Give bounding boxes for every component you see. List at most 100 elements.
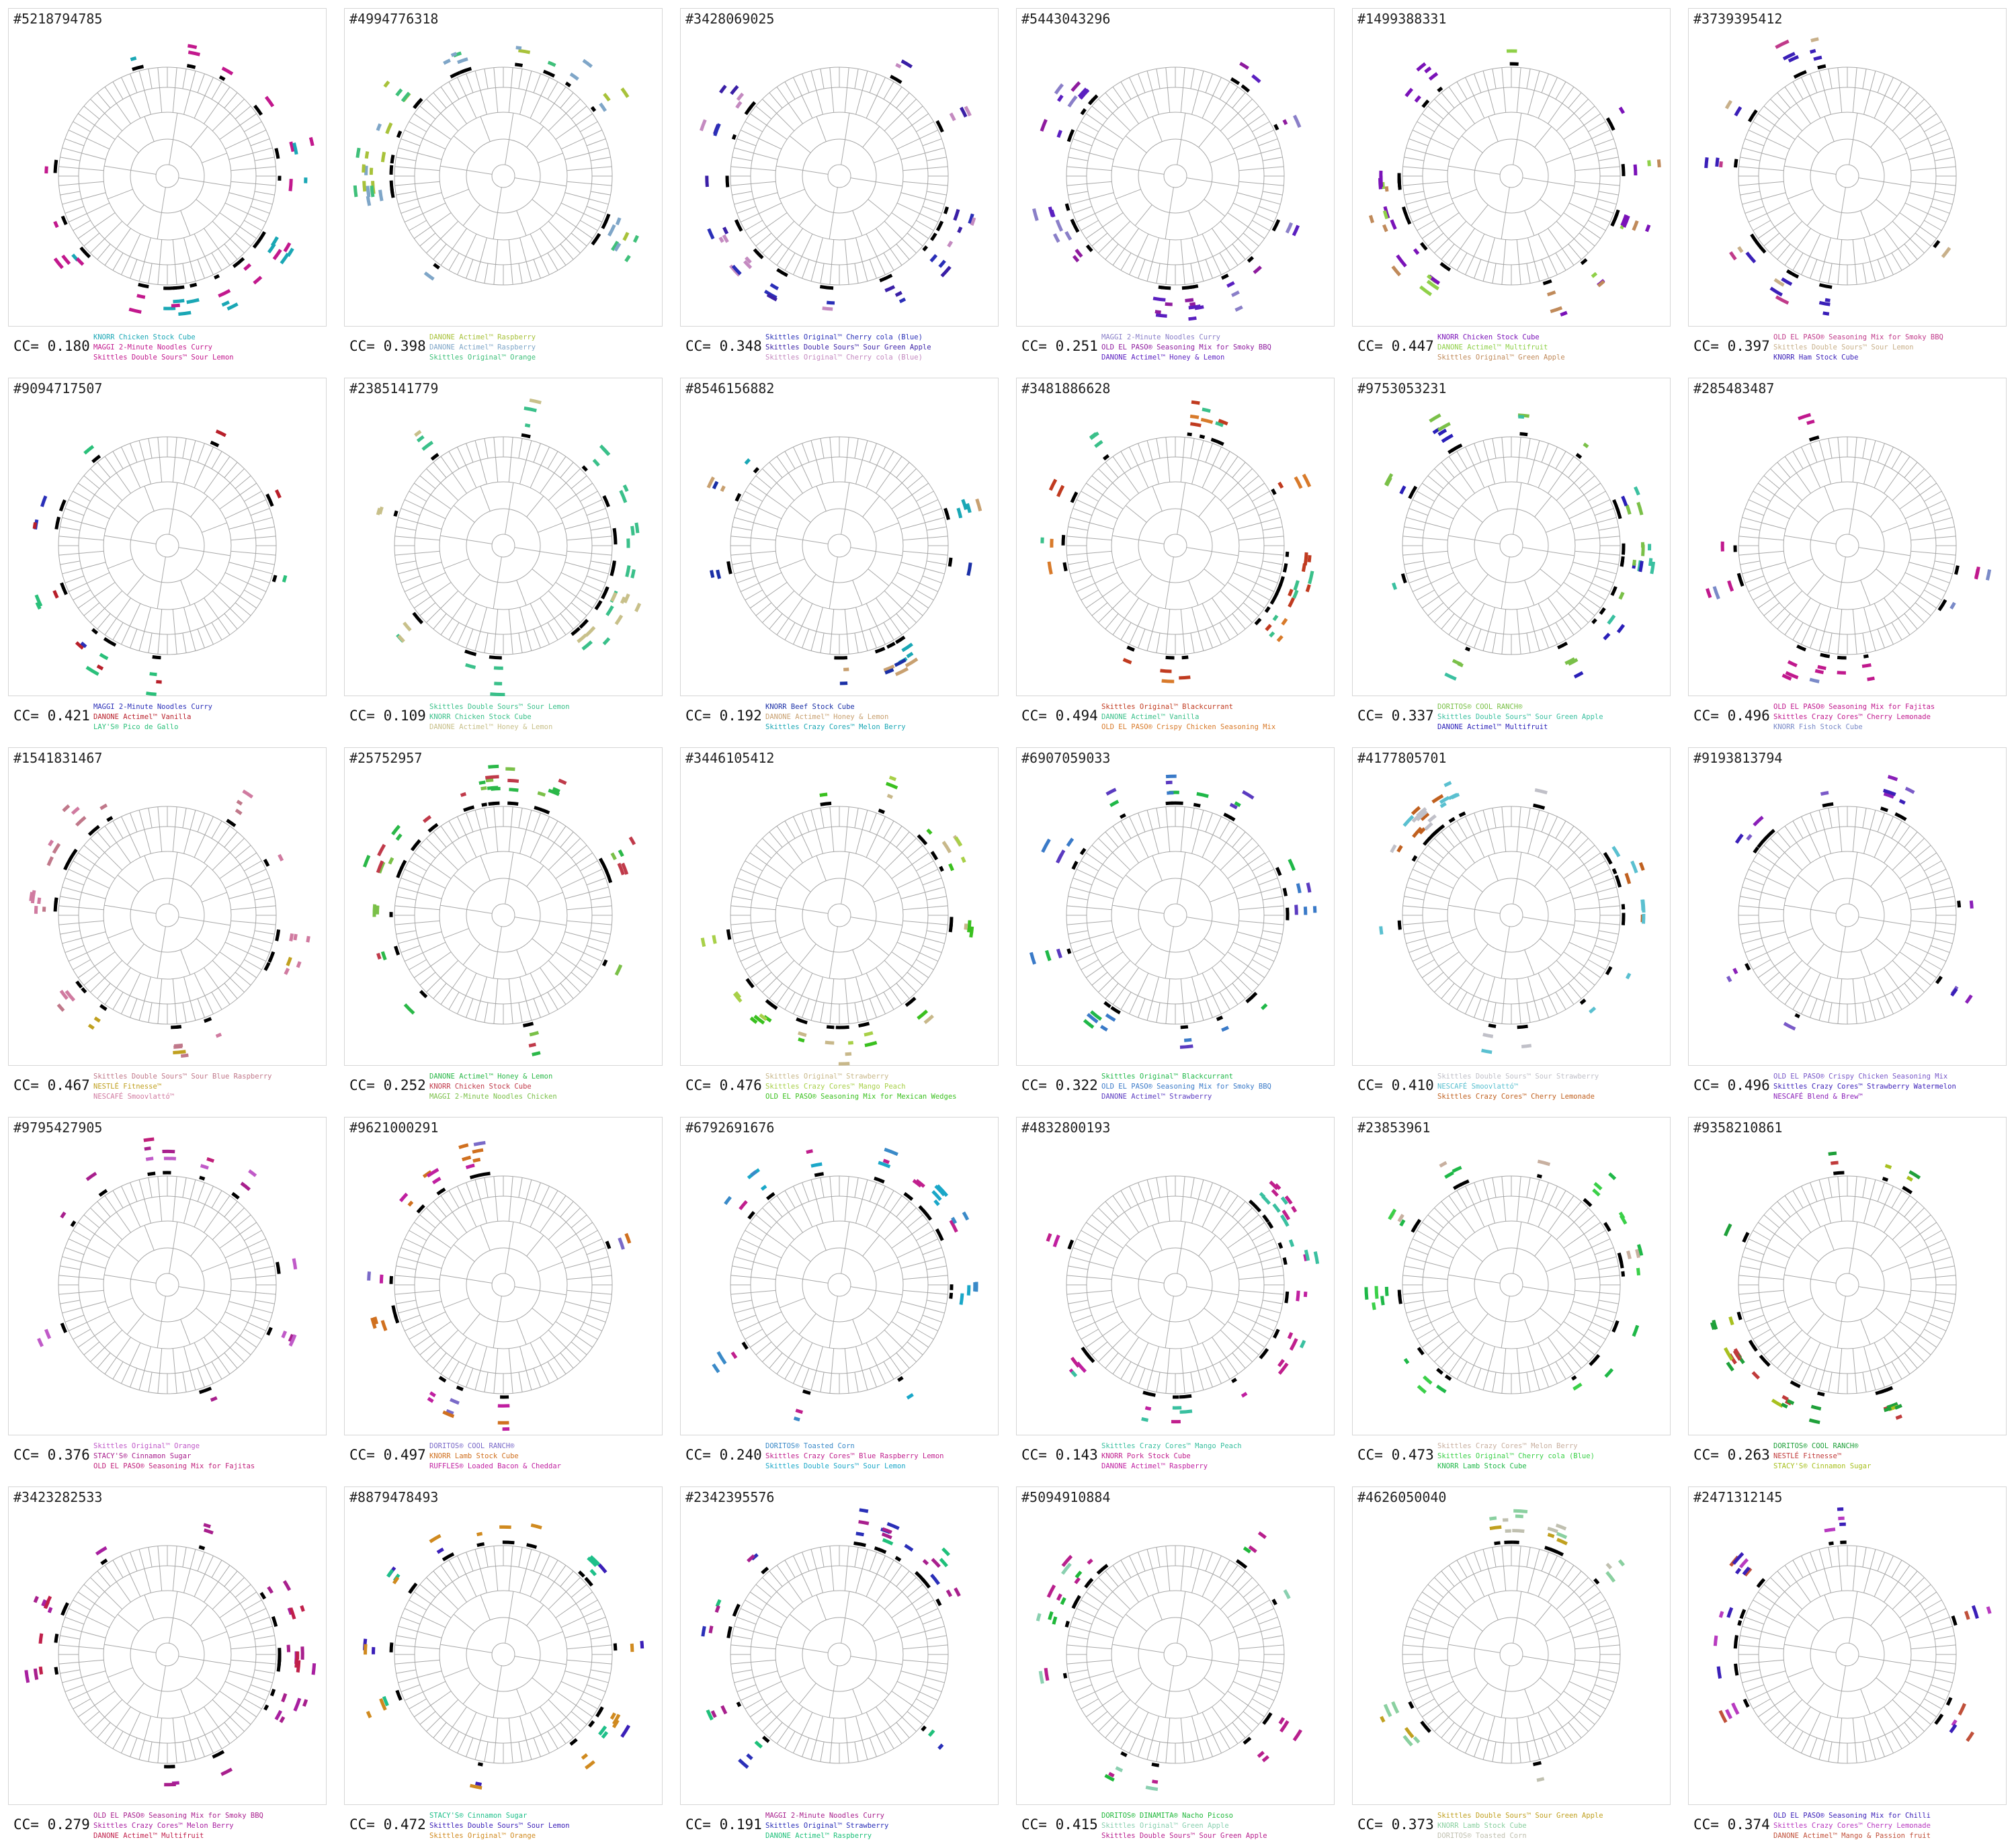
tree-branch	[730, 1662, 751, 1665]
group-mark	[1908, 1170, 1921, 1180]
group-mark	[37, 1337, 44, 1347]
highlight-arc	[1142, 1390, 1156, 1397]
tree-branch	[90, 1577, 106, 1593]
tree-branch	[1863, 607, 1871, 632]
group-mark	[375, 905, 380, 915]
tree-branch	[87, 1311, 110, 1323]
tree-branch	[239, 1222, 257, 1234]
tree-branch	[586, 945, 606, 953]
tree-branch	[1070, 568, 1090, 575]
group-mark	[900, 59, 913, 69]
tree-branch	[850, 177, 876, 183]
tree-branch	[1098, 1208, 1114, 1223]
tree-ring	[155, 164, 179, 188]
tree-branch	[737, 508, 757, 516]
tree-branch	[1591, 952, 1611, 962]
chart-panel: #285483487 CC= 0.496 OLD EL PASO® Seasonin…	[1680, 370, 2016, 739]
tree-branch	[1767, 941, 1790, 954]
panel-id: #1541831467	[13, 750, 103, 766]
tree-branch	[87, 1681, 110, 1693]
tree-branch	[415, 920, 440, 923]
highlight-arc	[1254, 1205, 1261, 1213]
tree-branch	[194, 233, 206, 257]
tree-branch	[1784, 1222, 1803, 1241]
tree-branch	[1227, 1321, 1249, 1337]
tree-branch	[409, 1329, 427, 1340]
tree-branch	[1227, 124, 1249, 140]
tree-branch	[224, 877, 248, 889]
group-mark	[485, 775, 499, 780]
tree-branch	[255, 1292, 276, 1295]
tree-branch	[1884, 626, 1894, 645]
tree-branch	[480, 90, 487, 115]
tree-branch	[1809, 603, 1821, 626]
tree-branch	[1852, 609, 1855, 634]
tree-branch	[916, 959, 934, 970]
group-mark	[622, 232, 630, 241]
highlight-arc	[259, 1591, 267, 1600]
group-mark	[597, 1563, 607, 1574]
tree-branch	[1431, 1311, 1454, 1323]
tree-branch	[907, 475, 923, 489]
tree-branch	[869, 998, 877, 1018]
tree-branch	[586, 878, 606, 886]
tree-branch	[1796, 472, 1811, 494]
tree-branch	[820, 263, 825, 284]
tree-branch	[751, 920, 776, 923]
radial-tree-svg	[44, 44, 314, 316]
tree-branch	[876, 1365, 886, 1384]
tree-branch	[1858, 917, 1884, 922]
tree-ring	[1783, 481, 1912, 610]
highlight-arc	[419, 990, 428, 999]
tree-branch	[466, 909, 493, 914]
tree-ring	[1447, 481, 1576, 610]
tree-branch	[1456, 622, 1468, 640]
tree-branch	[68, 1322, 87, 1331]
tree-ring	[466, 508, 541, 583]
tree-branch	[466, 1278, 493, 1284]
tree-branch	[514, 177, 540, 183]
tree-branch	[116, 842, 131, 864]
tree-branch	[1904, 462, 1918, 478]
tree-branch	[1908, 192, 1933, 200]
tree-branch	[211, 253, 222, 271]
tree-branch	[876, 1706, 891, 1728]
tree-branch	[798, 1313, 816, 1335]
tree-branch	[239, 852, 257, 865]
group-mark	[1441, 433, 1454, 444]
group-mark	[623, 593, 630, 603]
tree-ring	[1810, 878, 1885, 953]
tree-branch	[1112, 113, 1131, 132]
tree-branch	[876, 1660, 902, 1665]
tree-branch	[493, 806, 496, 827]
tree-branch	[788, 1706, 803, 1728]
tree-branch	[509, 1591, 514, 1618]
tree-branch	[896, 1201, 910, 1218]
tree-branch	[516, 210, 527, 236]
tree-branch	[750, 852, 767, 865]
tree-branch	[79, 907, 104, 911]
group-mark	[38, 1633, 44, 1644]
tree-branch	[1073, 206, 1093, 214]
tree-branch	[495, 239, 499, 265]
group-mark	[377, 843, 386, 857]
tree-branch	[1146, 440, 1153, 460]
tree-branch	[58, 536, 79, 538]
tree-ring	[1783, 1220, 1912, 1349]
tree-branch	[493, 1546, 496, 1566]
tree-branch	[759, 507, 782, 519]
tree-branch	[762, 607, 778, 623]
tree-branch	[788, 228, 803, 249]
tree-branch	[415, 538, 440, 541]
tree-branch	[590, 1669, 611, 1674]
group-mark	[1271, 1189, 1279, 1197]
tree-branch	[883, 81, 894, 99]
group-mark	[1385, 476, 1392, 487]
tree-branch	[138, 1179, 145, 1200]
tree-branch	[869, 628, 877, 648]
tree-branch	[144, 1225, 155, 1251]
tree-branch	[394, 923, 415, 925]
tree-branch	[250, 1247, 270, 1255]
tree-branch	[212, 960, 230, 978]
tree-branch	[430, 1603, 452, 1618]
